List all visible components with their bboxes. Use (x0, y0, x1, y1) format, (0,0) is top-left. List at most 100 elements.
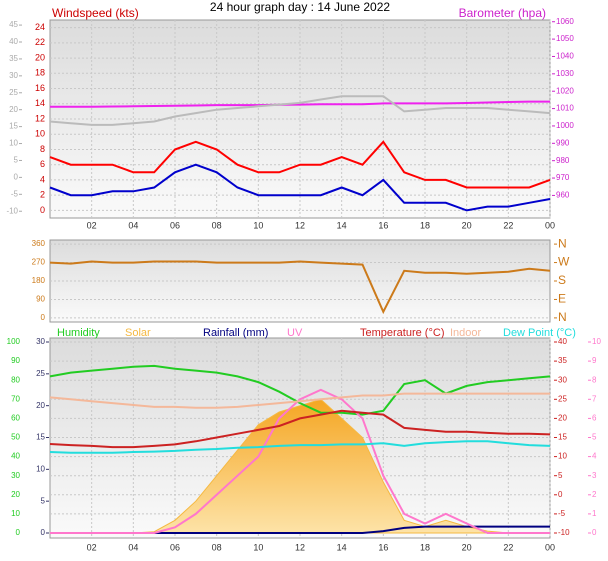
y-tick-label: -5 (558, 509, 566, 518)
y-tick-label: 90 (36, 295, 45, 304)
x-tick-label: 02 (87, 220, 97, 230)
y-tick-label: 16 (35, 83, 45, 93)
y-tick-label: 4 (40, 174, 45, 184)
y-tick-label: 90 (11, 356, 20, 365)
line (49, 260, 551, 315)
legend-entry: Humidity (57, 327, 100, 339)
x-tick-label: 14 (337, 220, 347, 230)
x-tick-label: 18 (420, 542, 430, 552)
x-tick-label: 08 (212, 220, 222, 230)
line (49, 409, 551, 449)
y-tick-label: 60 (11, 414, 20, 423)
x-tick-label: 20 (462, 542, 472, 552)
y-tick-label: 1020 (556, 86, 574, 95)
y-tick-label: 980 (556, 156, 570, 165)
y-tick-label: 1 (592, 509, 597, 518)
y-tick-label: 6 (40, 159, 45, 169)
legend-entry: Temperature (°C) (360, 327, 444, 339)
y-tick-label: 30 (11, 471, 20, 480)
y-tick-label: 270 (32, 258, 46, 267)
y-tick-label: 22 (35, 37, 45, 47)
line (50, 100, 550, 108)
wind-axis-label: Windspeed (kts) (52, 6, 139, 20)
y-tick-label: 1060 (556, 17, 574, 26)
line (49, 95, 551, 126)
y-tick-label: S (558, 273, 566, 287)
y-tick-label: N (558, 310, 567, 324)
y-tick-label: 30 (36, 337, 45, 346)
legend-entry: Indoor (450, 327, 482, 339)
y-tick-label: 1010 (556, 104, 574, 113)
y-tick-label: 1000 (556, 121, 574, 130)
y-tick-label: N (558, 236, 567, 250)
y-tick-label: 40 (9, 37, 18, 46)
y-tick-label: 5 (14, 156, 19, 165)
y-tick-label: 5 (558, 471, 563, 480)
y-tick-label: 20 (9, 105, 18, 114)
x-tick-label: 04 (128, 542, 138, 552)
y-tick-label: 2 (40, 190, 45, 200)
y-tick-label: 8 (40, 144, 45, 154)
plot-layer: 02 04 06 08 10 12 14 16 18 20 22 000246810121416182… (6, 17, 601, 553)
x-tick-label: 22 (503, 220, 513, 230)
y-tick-label: 10 (11, 509, 20, 518)
x-tick-label: 04 (128, 220, 138, 230)
y-tick-label: 4 (592, 452, 597, 461)
legend-entry: Rainfall (mm) (203, 327, 268, 339)
barometer-axis-label: Barometer (hpa) (459, 6, 546, 20)
y-tick-label: 10 (558, 452, 567, 461)
x-tick-label: 00 (545, 220, 555, 230)
y-tick-label: 9 (592, 356, 597, 365)
y-tick-label: 12 (35, 113, 45, 123)
y-tick-label: 25 (36, 369, 45, 378)
y-tick-label: 0 (40, 205, 45, 215)
x-tick-label: 20 (462, 220, 472, 230)
y-tick-label: 7 (592, 394, 597, 403)
x-tick-label: 00 (545, 542, 555, 552)
y-tick-label: 3 (592, 471, 597, 480)
chart-title: 24 hour graph day : 14 June 2022 (210, 0, 390, 14)
x-tick-label: 18 (420, 220, 430, 230)
y-tick-label: -5 (11, 189, 19, 198)
y-tick-label: W (558, 255, 570, 269)
y-tick-label: 20 (11, 490, 20, 499)
y-tick-label: -10 (6, 206, 18, 215)
y-tick-label: 0 (41, 313, 46, 322)
y-tick-label: 5 (41, 496, 46, 505)
y-tick-label: 0 (16, 528, 21, 537)
y-tick-label: 45 (9, 20, 18, 29)
x-tick-label: 10 (253, 220, 263, 230)
y-tick-label: 40 (558, 337, 567, 346)
y-tick-label: 0 (592, 528, 597, 537)
y-tick-label: 35 (558, 356, 567, 365)
line (49, 140, 551, 189)
y-tick-label: 10 (35, 129, 45, 139)
y-tick-label: 6 (592, 414, 597, 423)
line (50, 388, 550, 534)
x-tick-label: 12 (295, 220, 305, 230)
y-tick-label: 14 (35, 98, 45, 108)
y-tick-label: 990 (556, 138, 570, 147)
y-tick-label: 10 (9, 139, 18, 148)
x-tick-label: 16 (378, 542, 388, 552)
y-tick-label: 15 (36, 433, 45, 442)
y-tick-label: 0 (14, 172, 19, 181)
y-tick-label: E (558, 292, 566, 306)
y-tick-label: 0 (558, 490, 563, 499)
y-tick-label: 180 (32, 276, 46, 285)
line (49, 163, 551, 212)
line (49, 392, 550, 409)
y-tick-label: 20 (36, 401, 45, 410)
y-tick-label: 80 (11, 375, 20, 384)
y-tick-label: 24 (35, 22, 45, 32)
x-tick-label: 08 (212, 542, 222, 552)
line (49, 364, 551, 416)
y-tick-label: 25 (9, 88, 18, 97)
y-tick-label: 35 (9, 54, 18, 63)
x-tick-label: 12 (295, 542, 305, 552)
y-tick-label: -10 (558, 528, 570, 537)
y-tick-label: 10 (36, 464, 45, 473)
y-tick-label: 20 (558, 414, 567, 423)
x-tick-label: 06 (170, 220, 180, 230)
